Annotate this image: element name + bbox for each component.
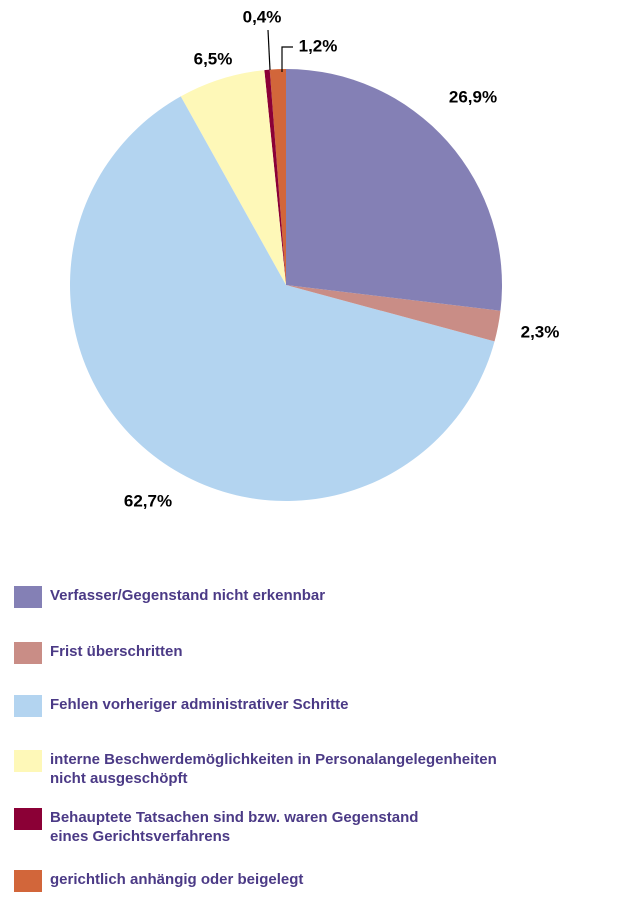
pie-slice [264,69,286,285]
legend-swatch [14,808,42,830]
pie-chart: 26,9% 2,3% 62,7% 6,5% 0,4% 1,2% [69,7,560,510]
data-label: 26,9% [449,87,497,106]
legend-label: interne Beschwerdemöglichkeiten in Perso… [50,751,497,787]
pie-slice [69,96,495,501]
pie-slice [286,69,502,311]
legend-swatch [14,586,42,608]
legend-label: Behauptete Tatsachen sind bzw. waren Geg… [50,809,419,845]
leader-line [267,29,271,71]
legend-item: Verfasser/Gegenstand nicht erkennbar [14,586,325,608]
data-label: 62,7% [124,491,172,510]
legend-item: Frist überschritten [14,642,183,664]
legend-label: Fehlen vorheriger administrativer Schrit… [50,696,349,713]
pie-slice [180,70,286,286]
data-label: 1,2% [299,36,338,55]
legend-item: interne Beschwerdemöglichkeiten in Perso… [14,750,497,788]
leader-line [281,46,293,72]
legend-item: gerichtlich anhängig oder beigelegt [14,870,303,892]
legend-label: gerichtlich anhängig oder beigelegt [50,871,304,888]
legend-swatch [14,870,42,892]
legend-swatch [14,750,42,772]
legend-label: Verfasser/Gegenstand nicht erkennbar [50,587,326,604]
legend-item: Behauptete Tatsachen sind bzw. waren Geg… [14,808,418,846]
legend-label: Frist überschritten [50,643,183,660]
pie-slice [269,69,286,285]
legend-swatch [14,695,42,717]
pie-slice [286,285,501,342]
data-label: 0,4% [243,7,282,26]
data-label: 2,3% [521,322,560,341]
legend-swatch [14,642,42,664]
data-label: 6,5% [194,49,233,68]
legend-item: Fehlen vorheriger administrativer Schrit… [14,695,348,717]
